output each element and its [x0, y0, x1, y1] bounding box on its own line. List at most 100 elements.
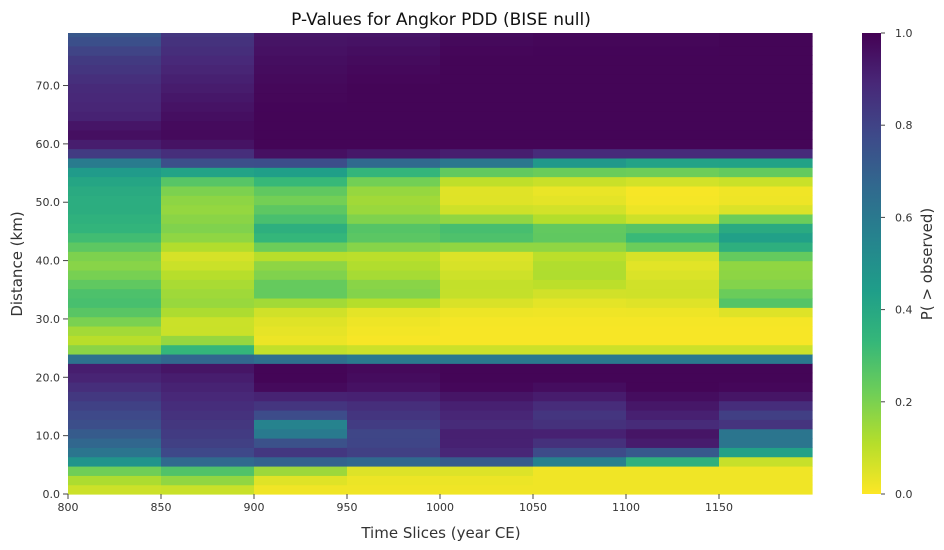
heatmap-cell: [440, 428, 534, 439]
heatmap-cell: [719, 279, 813, 290]
heatmap-cell: [440, 465, 534, 476]
y-tick-label: 70.0: [36, 80, 61, 93]
heatmap-cell: [68, 260, 162, 271]
heatmap-cell: [347, 120, 441, 131]
x-tick-label: 850: [151, 501, 172, 514]
x-tick-label: 950: [337, 501, 358, 514]
heatmap-cell: [161, 372, 255, 383]
heatmap-cell: [626, 241, 720, 252]
heatmap-cell: [68, 139, 162, 150]
heatmap-cell: [254, 185, 348, 196]
heatmap-cell: [626, 428, 720, 439]
heatmap-cell: [347, 344, 441, 355]
heatmap-cell: [533, 92, 627, 103]
heatmap-cell: [161, 307, 255, 318]
heatmap-cell: [161, 64, 255, 75]
heatmap-cell: [347, 129, 441, 140]
heatmap-cell: [719, 83, 813, 94]
heatmap-cell: [440, 447, 534, 458]
heatmap-cell: [533, 129, 627, 140]
heatmap-cell: [626, 475, 720, 486]
colorbar-tick-label: 0.4: [895, 304, 913, 317]
heatmap-cell: [440, 325, 534, 336]
heatmap-cell: [440, 409, 534, 420]
heatmap-cell: [440, 148, 534, 159]
heatmap-cell: [161, 475, 255, 486]
heatmap-cell: [533, 419, 627, 430]
heatmap-cell: [254, 223, 348, 234]
heatmap-cell: [347, 447, 441, 458]
heatmap-cell: [347, 223, 441, 234]
heatmap-cell: [533, 111, 627, 122]
heatmap-cell: [254, 372, 348, 383]
heatmap-cell: [440, 176, 534, 187]
heatmap-cell: [161, 363, 255, 374]
heatmap-cell: [254, 176, 348, 187]
heatmap-cell: [533, 475, 627, 486]
x-tick-label: 1000: [426, 501, 454, 514]
heatmap-cell: [440, 381, 534, 392]
heatmap-cell: [719, 447, 813, 458]
heatmap-cell: [347, 307, 441, 318]
heatmap-cell: [161, 185, 255, 196]
heatmap-cell: [626, 437, 720, 448]
heatmap-cell: [440, 45, 534, 56]
heatmap-cell: [68, 111, 162, 122]
heatmap-cell: [347, 101, 441, 112]
heatmap-cell: [254, 129, 348, 140]
heatmap-cell: [719, 251, 813, 262]
x-tick-label: 800: [58, 501, 79, 514]
heatmap-cell: [440, 251, 534, 262]
heatmap-cell: [719, 475, 813, 486]
heatmap-cell: [347, 83, 441, 94]
heatmap-cell: [626, 279, 720, 290]
heatmap-cell: [161, 288, 255, 299]
heatmap-cell: [719, 241, 813, 252]
heatmap-cell: [719, 64, 813, 75]
heatmap-cell: [68, 316, 162, 327]
heatmap-cell: [347, 195, 441, 206]
heatmap-cell: [626, 288, 720, 299]
heatmap-cell: [161, 381, 255, 392]
heatmap-cell: [533, 409, 627, 420]
heatmap-cell: [719, 428, 813, 439]
heatmap-cell: [68, 391, 162, 402]
heatmap-cell: [347, 456, 441, 467]
heatmap-cell: [533, 428, 627, 439]
heatmap-cell: [440, 73, 534, 84]
heatmap-cell: [719, 260, 813, 271]
heatmap-cell: [533, 36, 627, 47]
heatmap-cell: [626, 447, 720, 458]
heatmap-cell: [626, 409, 720, 420]
heatmap-cell: [440, 400, 534, 411]
heatmap-cell: [161, 344, 255, 355]
heatmap-cell: [533, 288, 627, 299]
heatmap-cell: [347, 475, 441, 486]
heatmap-cell: [440, 279, 534, 290]
heatmap-cell: [347, 353, 441, 364]
heatmap-cell: [533, 297, 627, 308]
heatmap-cell: [533, 456, 627, 467]
heatmap-cell: [161, 437, 255, 448]
heatmap-cell: [719, 325, 813, 336]
heatmap-cell: [254, 111, 348, 122]
heatmap-cell: [719, 92, 813, 103]
heatmap-cell: [719, 176, 813, 187]
heatmap-cell: [533, 232, 627, 243]
heatmap-cell: [161, 335, 255, 346]
heatmap-cell: [161, 409, 255, 420]
heatmap-cell: [719, 372, 813, 383]
heatmap-cell: [161, 400, 255, 411]
heatmap-cell: [254, 335, 348, 346]
heatmap-cell: [254, 148, 348, 159]
heatmap-cell: [626, 195, 720, 206]
heatmap-cell: [533, 381, 627, 392]
heatmap-cell: [254, 409, 348, 420]
heatmap-cell: [440, 223, 534, 234]
y-tick-label: 60.0: [36, 138, 61, 151]
heatmap-cell: [347, 251, 441, 262]
heatmap-cell: [68, 251, 162, 262]
heatmap-cell: [719, 316, 813, 327]
heatmap-cell: [161, 176, 255, 187]
heatmap-cell: [161, 55, 255, 66]
